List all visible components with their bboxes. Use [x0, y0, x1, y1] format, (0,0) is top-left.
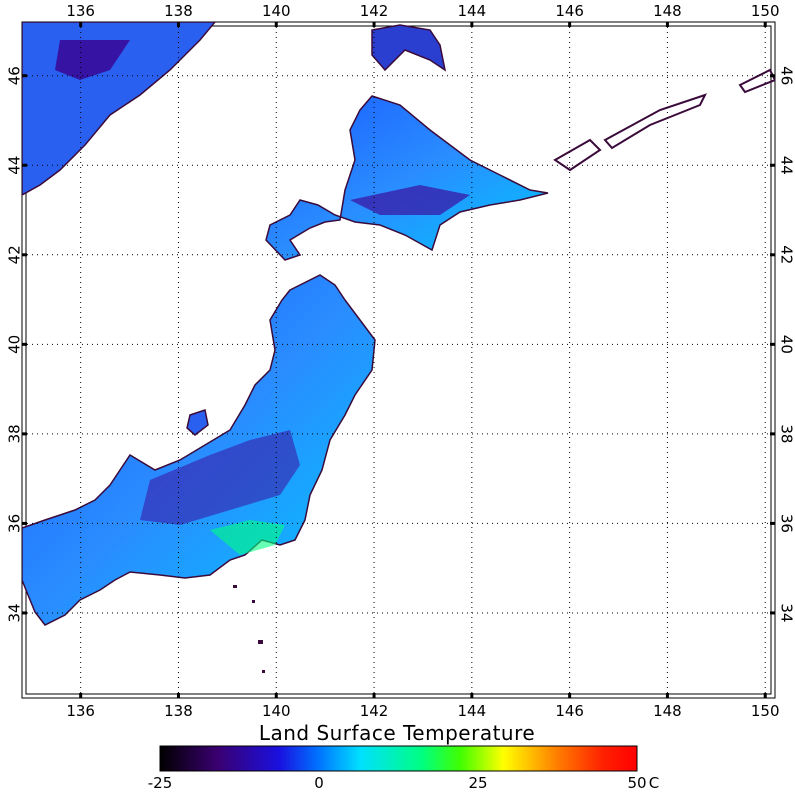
lon-tick-label-top: 136 [66, 2, 95, 20]
tick-mark-right [770, 342, 775, 346]
lon-tick-label-bottom: 150 [751, 702, 780, 720]
tick-mark-right [770, 74, 775, 78]
lon-tick-label-bottom: 136 [66, 702, 95, 720]
lat-tick-label-left: 46 [6, 66, 24, 85]
tick-mark-bottom [176, 693, 180, 698]
lat-tick-label-right: 42 [778, 245, 795, 264]
lat-tick-label-right: 38 [778, 424, 795, 443]
tick-mark-top [763, 22, 767, 27]
tick-mark-left [22, 342, 27, 346]
lat-tick-label-right: 40 [778, 335, 795, 354]
colorbar-tick-label: 50 [627, 774, 646, 792]
lon-tick-label-top: 138 [164, 2, 193, 20]
map-title: Land Surface Temperature [259, 721, 535, 745]
hokkaido-cold-area [350, 185, 470, 215]
tick-mark-bottom [372, 693, 376, 698]
land-layer [22, 22, 775, 673]
honshu-mountain-area [140, 430, 300, 525]
tick-mark-right [770, 611, 775, 615]
lon-tick-label-bottom: 148 [653, 702, 682, 720]
lon-tick-label-bottom: 146 [555, 702, 584, 720]
tick-mark-left [22, 253, 27, 257]
colorbar-labels: -25 0 25 50 C [148, 774, 659, 792]
tick-mark-right [770, 432, 775, 436]
tick-mark-left [22, 163, 27, 167]
lat-tick-label-right: 34 [778, 603, 795, 622]
sado-island [186, 409, 209, 436]
honshu-landmass [22, 274, 376, 626]
tick-mark-bottom [470, 693, 474, 698]
tick-mark-top [665, 22, 669, 27]
colorbar-tick-label: 25 [468, 774, 487, 792]
mainland-cold-area [55, 40, 130, 80]
tick-mark-top [470, 22, 474, 27]
tick-mark-left [22, 611, 27, 615]
tick-mark-right [770, 521, 775, 525]
sakhalin-landmass [371, 24, 447, 72]
tick-mark-right [770, 253, 775, 257]
tick-mark-left [22, 74, 27, 78]
lon-tick-label-top: 142 [360, 2, 389, 20]
hokkaido-landmass [265, 95, 549, 261]
axis-ticks: 136 136 138 138 140 140 142 142 144 144 146 146 148 1… [6, 2, 795, 720]
tick-mark-bottom [274, 693, 278, 698]
tick-mark-top [176, 22, 180, 27]
lon-tick-label-top: 140 [262, 2, 291, 20]
tick-mark-top [274, 22, 278, 27]
colorbar-tick-label: 0 [314, 774, 324, 792]
colorbar-unit: C [649, 774, 659, 792]
lon-tick-label-top: 144 [458, 2, 487, 20]
tick-mark-left [22, 521, 27, 525]
izu-islands [233, 585, 265, 673]
kuril-islands [553, 68, 775, 172]
lat-tick-label-left: 42 [6, 245, 24, 264]
tick-mark-bottom [665, 693, 669, 698]
lon-tick-label-bottom: 138 [164, 702, 193, 720]
tick-mark-top [79, 22, 83, 27]
lat-tick-label-right: 46 [778, 66, 795, 85]
kanto-plain [210, 520, 285, 555]
lon-tick-label-top: 150 [751, 2, 780, 20]
lon-tick-label-bottom: 142 [360, 702, 389, 720]
tick-mark-right [770, 163, 775, 167]
tick-mark-bottom [79, 693, 83, 698]
lat-tick-label-left: 34 [6, 603, 24, 622]
lat-tick-label-right: 36 [778, 514, 795, 533]
lat-tick-label-left: 36 [6, 514, 24, 533]
graticule [22, 22, 775, 698]
colorbar-tick-label: -25 [148, 774, 173, 792]
lat-tick-label-left: 38 [6, 424, 24, 443]
tick-mark-bottom [568, 693, 572, 698]
tick-mark-left [22, 432, 27, 436]
tick-mark-top [372, 22, 376, 27]
lon-tick-label-top: 146 [555, 2, 584, 20]
colorbar-gradient [159, 745, 638, 772]
lon-tick-label-bottom: 140 [262, 702, 291, 720]
lon-tick-label-top: 148 [653, 2, 682, 20]
lon-tick-label-bottom: 144 [458, 702, 487, 720]
lat-tick-label-right: 44 [778, 156, 795, 175]
tick-mark-bottom [763, 693, 767, 698]
lat-tick-label-left: 40 [6, 335, 24, 354]
tick-mark-top [568, 22, 572, 27]
lat-tick-label-left: 44 [6, 156, 24, 175]
